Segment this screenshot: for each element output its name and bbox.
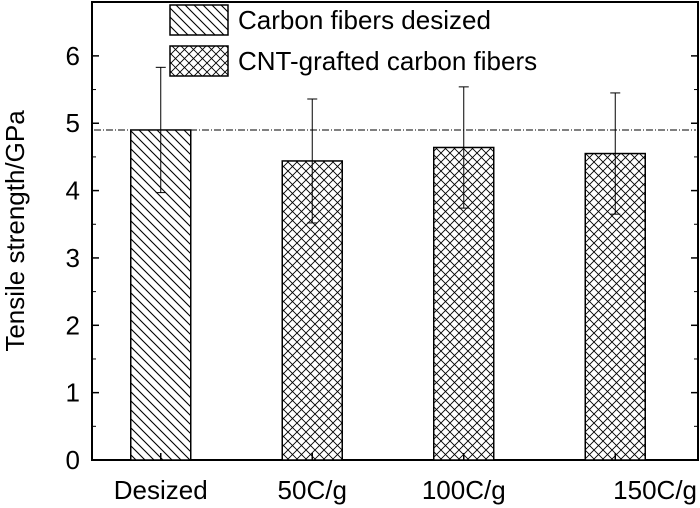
plot-area-frame [91,1,699,461]
x-tick-label: 100C/g [422,475,506,505]
y-tick-label: 4 [66,176,80,206]
x-tick-label: 50C/g [278,475,347,505]
legend-swatch-cnt-grafted [169,45,229,77]
legend: Carbon fibers desized CNT-grafted carbon… [169,4,537,77]
y-tick-label: 6 [66,41,80,71]
y-axis-label: Tensile strength/GPa [0,110,30,352]
legend-swatch-desized [169,4,229,36]
x-tick-label: 150C/g [613,475,697,505]
y-tick-label: 1 [66,378,80,408]
y-tick-label: 5 [66,108,80,138]
legend-label-desized: Carbon fibers desized [238,5,491,35]
y-tick-label: 0 [66,445,80,475]
y-tick-label: 3 [66,243,80,273]
legend-label-cnt-grafted: CNT-grafted carbon fibers [238,46,537,76]
x-tick-label: Desized [114,475,208,505]
y-tick-label: 2 [66,310,80,340]
